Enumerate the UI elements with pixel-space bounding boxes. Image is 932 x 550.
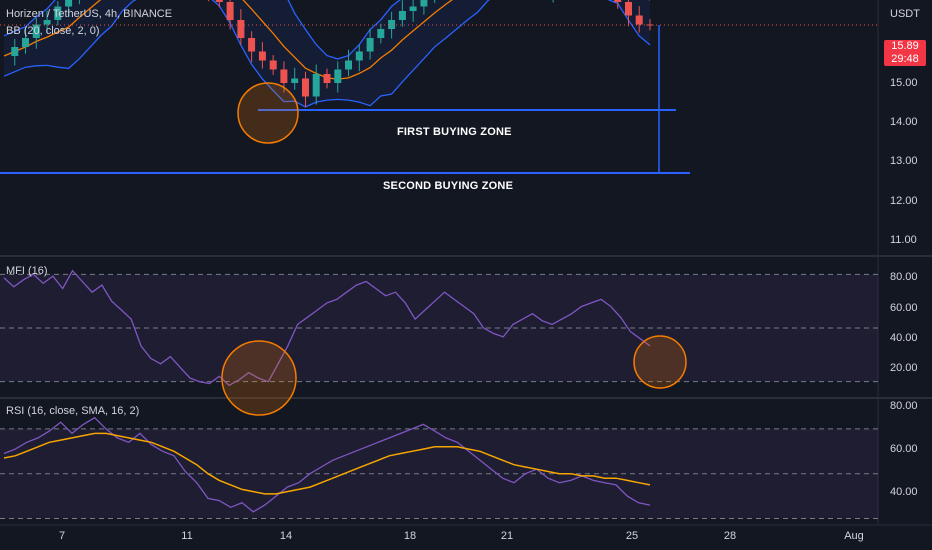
second-buying-zone-label: SECOND BUYING ZONE bbox=[383, 180, 514, 192]
candle-body bbox=[334, 69, 342, 83]
time-tick: Aug bbox=[844, 530, 864, 542]
time-tick: 18 bbox=[403, 530, 417, 542]
candle-body bbox=[323, 74, 331, 83]
candle-body bbox=[398, 11, 406, 20]
candle-body bbox=[291, 78, 299, 83]
candle-body bbox=[646, 24, 654, 26]
bb-legend: BB (20, close, 2, 0) bbox=[6, 25, 100, 37]
price-tick: 12.00 bbox=[890, 195, 918, 207]
candle-body bbox=[280, 69, 288, 83]
candle-body bbox=[269, 60, 277, 70]
candle-body bbox=[377, 29, 385, 38]
time-tick: 7 bbox=[58, 530, 66, 542]
candle-body bbox=[248, 38, 256, 52]
mfi-line bbox=[3, 269, 651, 387]
candle-body bbox=[215, 0, 223, 2]
price-tick: 11.00 bbox=[890, 234, 917, 246]
price-tick: 14.00 bbox=[890, 116, 918, 128]
candle-body bbox=[226, 2, 234, 20]
candle-body bbox=[22, 38, 29, 47]
candle-body bbox=[258, 51, 266, 61]
candle-body bbox=[409, 6, 417, 11]
candle-body bbox=[312, 74, 320, 97]
mfi-tick: 80.00 bbox=[890, 271, 918, 283]
rsi-line bbox=[3, 416, 651, 513]
last-price-badge: 15.89 29:48 bbox=[884, 40, 926, 66]
time-tick: 25 bbox=[625, 530, 639, 542]
currency-label: USDT bbox=[890, 8, 920, 20]
candle-body bbox=[355, 51, 363, 61]
mfi-tick: 60.00 bbox=[890, 302, 918, 314]
candle-body bbox=[420, 0, 428, 7]
candle-body bbox=[43, 20, 51, 25]
candle-body bbox=[388, 20, 396, 29]
highlight-circle bbox=[633, 335, 687, 389]
mfi-tick: 40.00 bbox=[890, 332, 918, 344]
candle-body bbox=[54, 6, 62, 20]
last-price: 15.89 bbox=[891, 40, 919, 52]
symbol-title: Horizen / TetherUS, 4h, BINANCE bbox=[6, 8, 173, 20]
bollinger-lower-line bbox=[3, 0, 651, 108]
time-tick: 28 bbox=[723, 530, 737, 542]
bollinger-upper-line bbox=[3, 0, 401, 60]
mfi-band bbox=[0, 274, 878, 382]
rsi-band bbox=[0, 428, 878, 519]
time-tick: 21 bbox=[500, 530, 514, 542]
candle-body bbox=[366, 38, 374, 52]
candle-countdown: 29:48 bbox=[891, 53, 919, 65]
candle-body bbox=[614, 0, 622, 2]
candle-body bbox=[635, 15, 643, 25]
rsi-tick: 80.00 bbox=[890, 400, 918, 412]
candle-body bbox=[302, 78, 309, 97]
candle-body bbox=[65, 0, 73, 7]
time-tick: 14 bbox=[279, 530, 293, 542]
candle-body bbox=[237, 20, 245, 38]
highlight-circle bbox=[221, 340, 297, 416]
mfi-tick: 20.00 bbox=[890, 362, 918, 374]
candle-body bbox=[11, 47, 19, 56]
first-buying-zone-label: FIRST BUYING ZONE bbox=[397, 126, 512, 138]
candle-body bbox=[625, 2, 632, 16]
time-tick: 11 bbox=[181, 530, 193, 542]
rsi-tick: 60.00 bbox=[890, 443, 918, 455]
mfi-legend: MFI (16) bbox=[6, 265, 48, 277]
rsi-ma-line bbox=[3, 432, 651, 495]
price-tick: 15.00 bbox=[890, 77, 918, 89]
rsi-legend: RSI (16, close, SMA, 16, 2) bbox=[6, 405, 140, 417]
price-tick: 13.00 bbox=[890, 155, 918, 167]
candle-body bbox=[345, 60, 352, 70]
rsi-tick: 40.00 bbox=[890, 486, 918, 498]
highlight-circle bbox=[237, 82, 299, 144]
candle-body bbox=[32, 24, 40, 38]
